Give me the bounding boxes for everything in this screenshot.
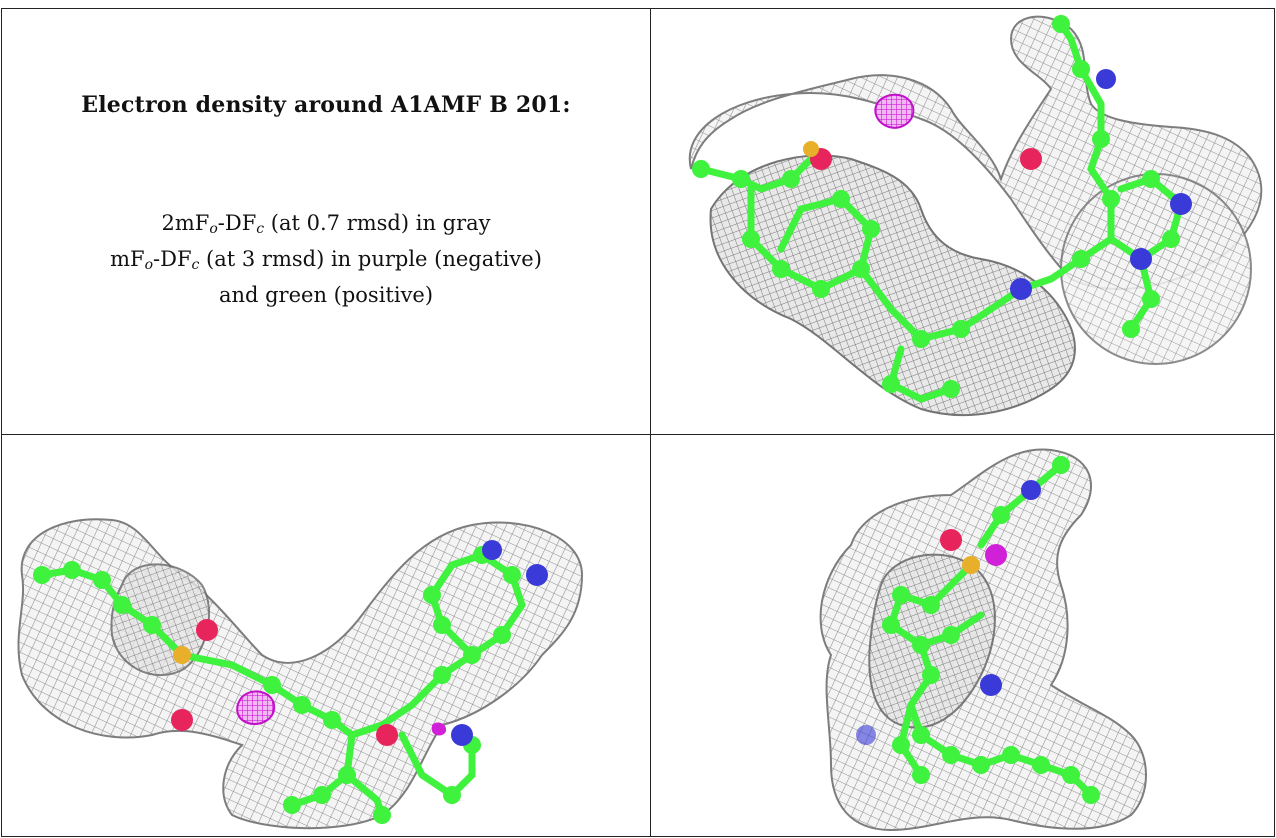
caption-title: Electron density around A1AMF B 201: xyxy=(81,92,571,118)
caption-line-2fo: 2mFo-DFc (at 0.7 rmsd) in gray xyxy=(2,208,650,244)
table-center-border xyxy=(650,8,651,836)
line1-a: 2mF xyxy=(161,211,210,235)
line2-sub-c: c xyxy=(191,257,200,273)
view-bottom-left xyxy=(2,435,650,836)
atoms xyxy=(692,15,1192,398)
table-left-border xyxy=(1,8,2,836)
atoms xyxy=(33,540,548,824)
caption-line-green: and green (positive) xyxy=(218,283,434,307)
negative-density xyxy=(236,690,447,736)
line1-sub-c: c xyxy=(256,221,265,237)
line2-rest: (at 3 rmsd) in purple (negative) xyxy=(199,247,542,271)
caption-line-fo: mFo-DFc (at 3 rmsd) in purple (negative) xyxy=(2,244,650,280)
line2-a: mF xyxy=(110,247,145,271)
view-bottom-right xyxy=(651,435,1274,836)
line1-sub-o: o xyxy=(209,221,218,237)
view-top-right xyxy=(651,9,1274,434)
table-bottom-border xyxy=(1,836,1275,837)
table-middle-border xyxy=(1,434,1275,435)
caption-cell: Electron density around A1AMF B 201: 2mF… xyxy=(2,8,650,432)
line1-b: -DF xyxy=(217,211,257,235)
caption-description: 2mFo-DFc (at 0.7 rmsd) in gray mFo-DFc (… xyxy=(2,208,650,310)
negative-density xyxy=(874,93,915,129)
line1-rest: (at 0.7 rmsd) in gray xyxy=(264,211,491,235)
table-right-border xyxy=(1274,8,1275,836)
line2-sub-o: o xyxy=(144,257,154,273)
line2-b: -DF xyxy=(153,247,192,271)
table-top-border xyxy=(1,8,1275,9)
atoms xyxy=(856,456,1100,804)
